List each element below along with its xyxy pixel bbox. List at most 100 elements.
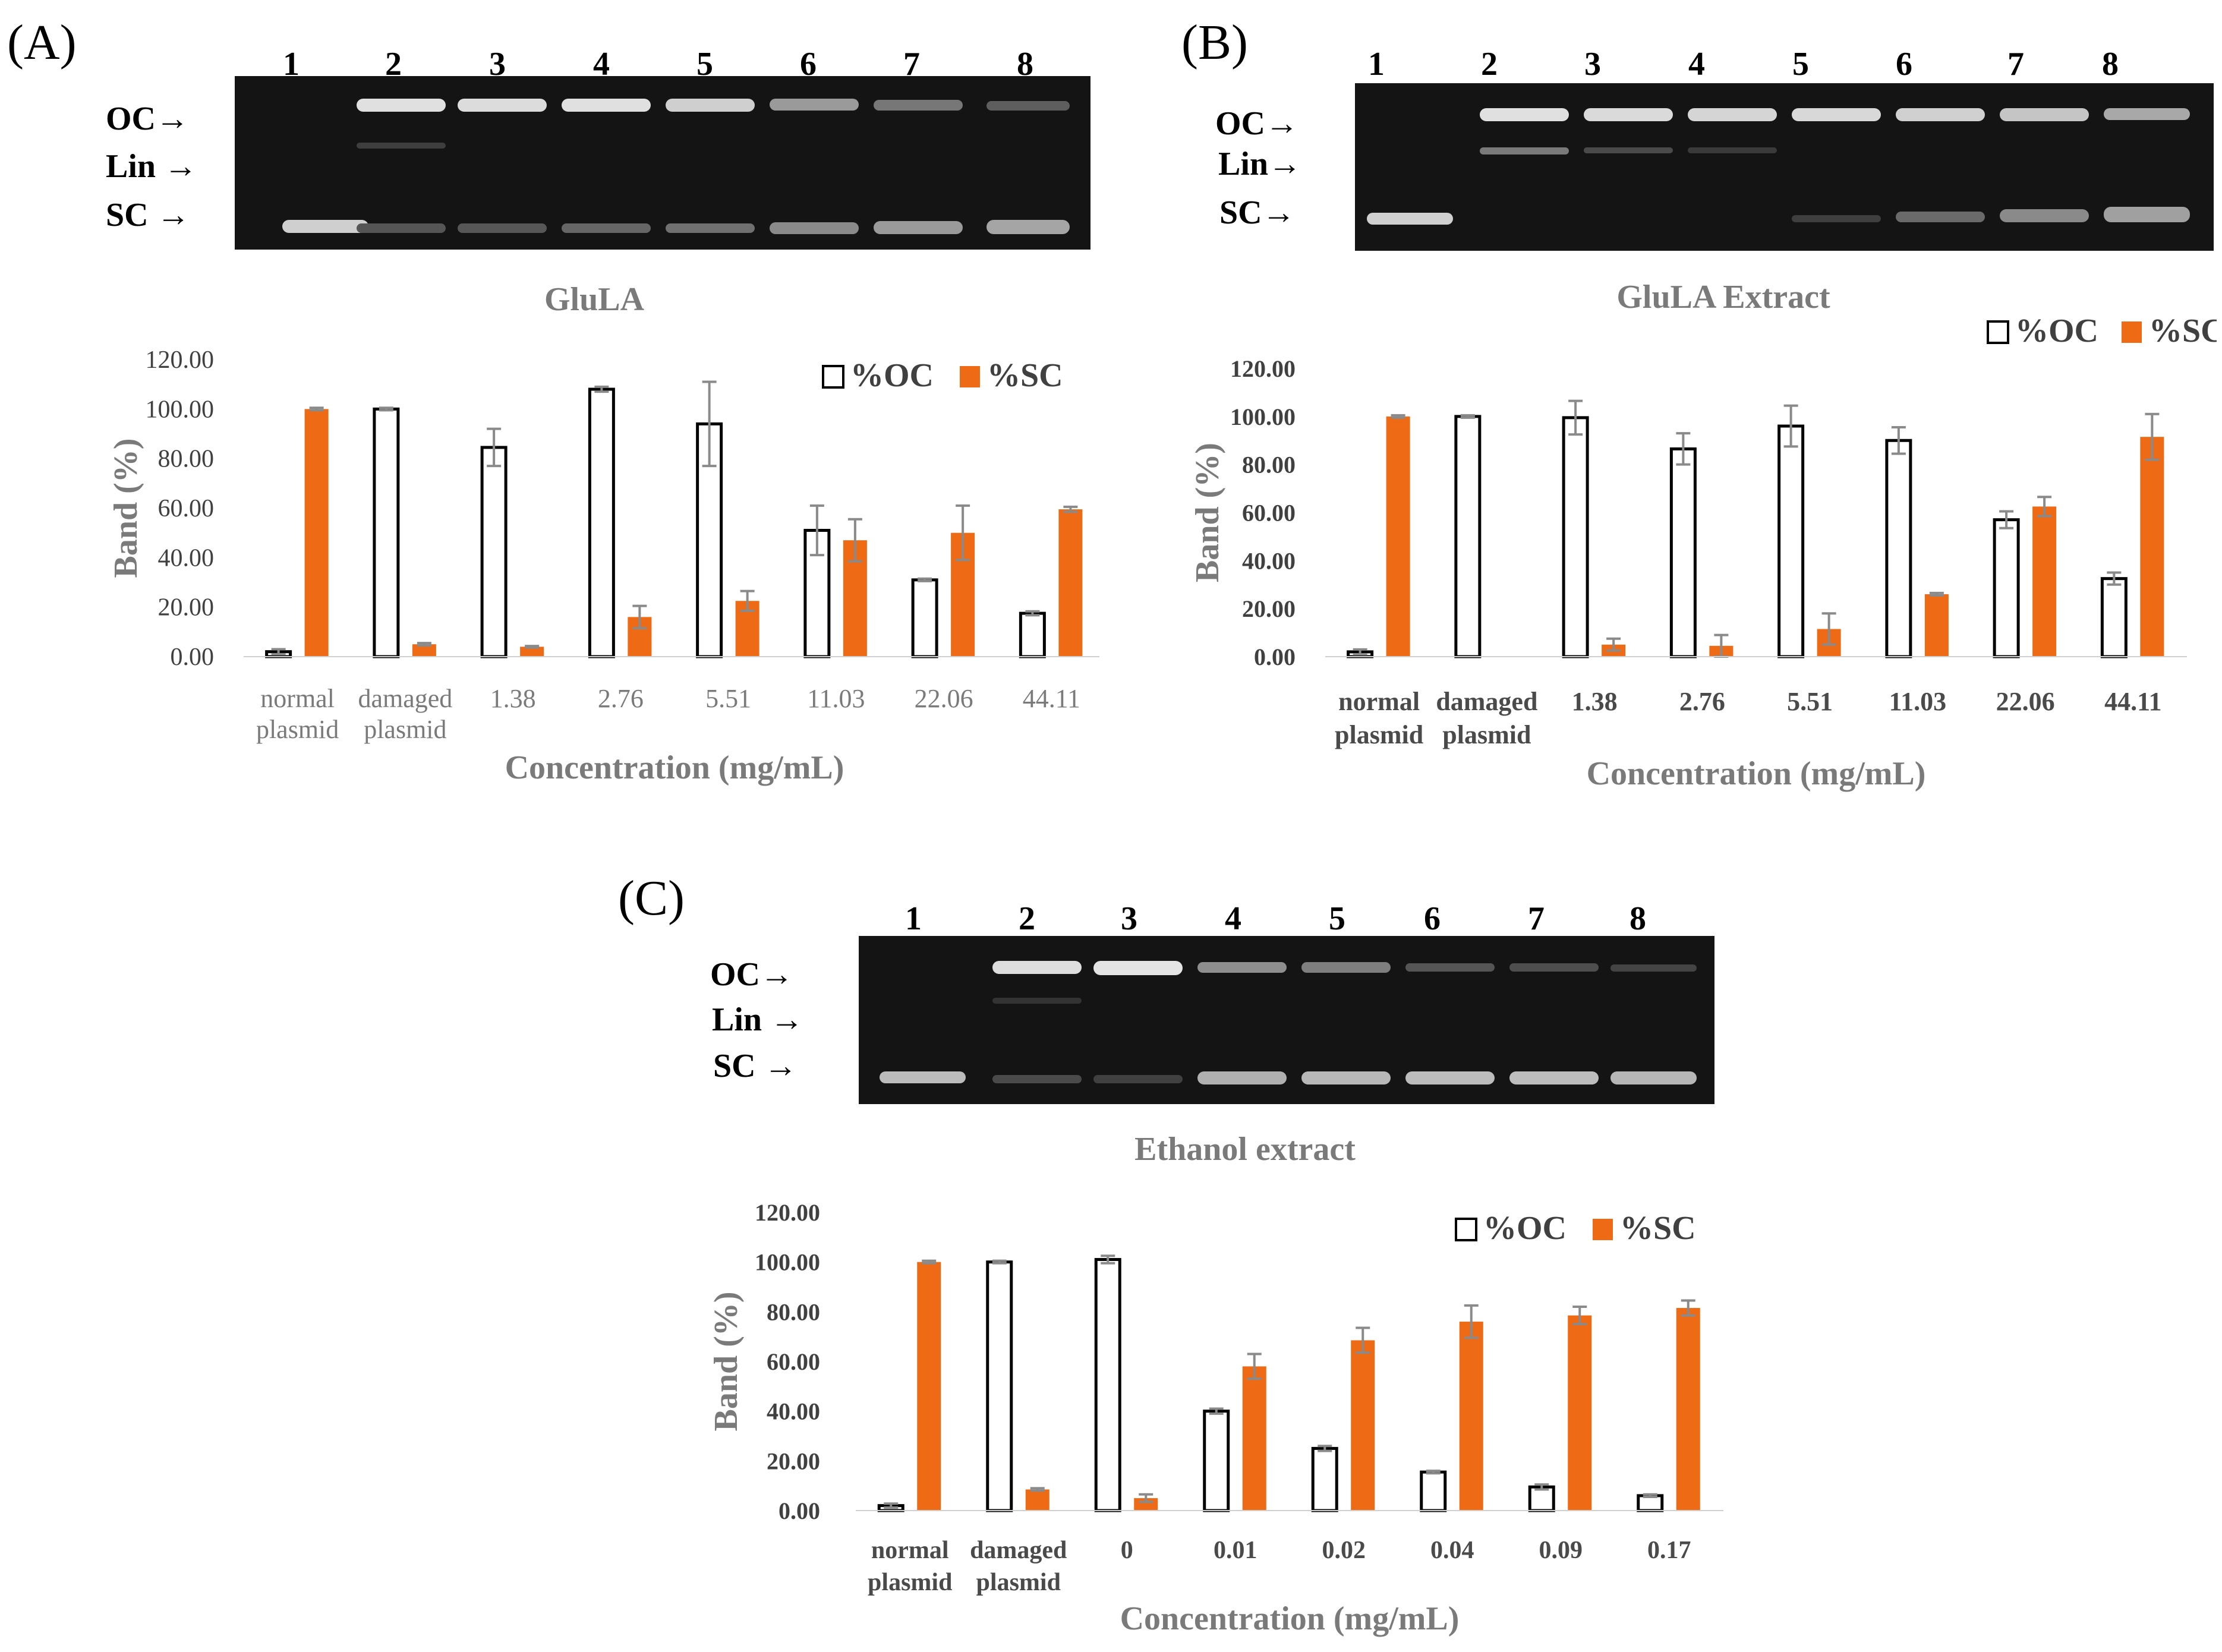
x-tick-line: 5.51 xyxy=(1787,687,1833,716)
error-bar xyxy=(1606,637,1621,652)
error-bar xyxy=(417,642,431,647)
error-bar xyxy=(1391,414,1405,419)
error-bar xyxy=(1891,426,1906,455)
y-tick-label: 0.00 xyxy=(779,1497,820,1524)
y-tick-label: 100.00 xyxy=(755,1249,820,1276)
error-bar xyxy=(1568,399,1583,436)
error-bar xyxy=(525,645,540,649)
x-tick-label: 0.04 xyxy=(1430,1537,1474,1564)
x-tick-line: 2.76 xyxy=(598,684,644,713)
bar-sc xyxy=(1058,509,1083,657)
x-tick-line: damaged xyxy=(358,684,452,713)
error-bar xyxy=(1929,591,1944,597)
x-tick-label: 0.17 xyxy=(1647,1537,1691,1564)
error-bar xyxy=(1783,404,1798,448)
lane-number: 2 xyxy=(1481,46,1498,83)
lane-number: 8 xyxy=(2102,46,2119,83)
lane-number: 5 xyxy=(1792,46,1809,83)
gel-band xyxy=(1584,147,1673,153)
gel-band xyxy=(1197,962,1287,973)
x-tick-label: 2.76 xyxy=(1679,687,1725,716)
legend: %OC %SC xyxy=(822,357,1063,394)
y-tick-label: 80.00 xyxy=(158,446,215,473)
bar-oc xyxy=(1420,1470,1447,1512)
error-bar xyxy=(1464,1304,1479,1339)
x-tick-line: 11.03 xyxy=(1889,687,1947,716)
x-tick-label: 2.76 xyxy=(598,684,644,713)
y-tick-label: 80.00 xyxy=(767,1298,820,1325)
bar-oc xyxy=(1993,518,2020,658)
error-bar xyxy=(1247,1353,1262,1380)
x-tick-line: plasmid xyxy=(1442,720,1531,749)
x-tick-label: 0 xyxy=(1121,1537,1133,1564)
error-bar xyxy=(1643,1493,1657,1498)
error-bar xyxy=(487,427,502,468)
error-bar xyxy=(847,518,862,563)
gel-image-a xyxy=(235,76,1090,250)
bar-oc xyxy=(1019,611,1046,658)
x-tick-line: plasmid xyxy=(364,715,446,744)
legend-label-sc: %SC xyxy=(2149,313,2217,349)
error-bar xyxy=(884,1502,899,1509)
gel-band xyxy=(458,223,547,233)
gel-band xyxy=(2000,209,2089,222)
lane-number: 3 xyxy=(1584,46,1601,83)
lane-number: 1 xyxy=(905,900,922,937)
error-bar xyxy=(1101,1254,1115,1265)
gel-band xyxy=(1509,1071,1599,1084)
bar-oc xyxy=(1454,415,1482,658)
x-tick-label: normal plasmid xyxy=(1335,687,1423,749)
gel-band xyxy=(666,223,755,233)
bar-sc xyxy=(1568,1315,1592,1511)
band-label-sc: SC→ xyxy=(1219,194,1296,231)
legend-swatch-sc xyxy=(960,366,980,387)
gel-band xyxy=(770,222,859,234)
panel-label-c: (C) xyxy=(618,871,685,926)
x-tick-line: normal xyxy=(871,1537,949,1564)
legend-label-oc: %OC xyxy=(850,357,934,394)
error-bar xyxy=(379,406,393,412)
gel-band xyxy=(1480,108,1569,121)
x-tick-label: 0.09 xyxy=(1539,1537,1583,1564)
x-tick-line: damaged xyxy=(970,1537,1067,1564)
lane-number: 7 xyxy=(903,46,920,83)
x-tick-line: 1.38 xyxy=(1572,687,1618,716)
chart-ethanol-extract: Ethanol extract 0.00 20.00 40.00 60.00 80.00 1… xyxy=(708,1131,1723,1637)
gel-band xyxy=(992,998,1082,1004)
error-bar xyxy=(1676,432,1691,466)
legend-label-sc: %SC xyxy=(987,357,1063,394)
y-tick-label: 100.00 xyxy=(1230,403,1296,430)
band-label-oc: OC→ xyxy=(710,956,793,993)
bar-oc xyxy=(1311,1446,1338,1512)
gel-band xyxy=(1509,963,1599,972)
lane-number: 1 xyxy=(283,46,300,83)
gel-band xyxy=(1896,108,1985,121)
lane-number: 4 xyxy=(1225,900,1241,937)
x-tick-label: 5.51 xyxy=(1787,687,1833,716)
gel-band xyxy=(1197,1071,1287,1084)
gel-band xyxy=(986,220,1070,234)
x-tick-label: 11.03 xyxy=(1889,687,1947,716)
x-tick-line: 22.06 xyxy=(915,684,973,713)
gel-band xyxy=(282,220,368,233)
x-tick-line: plasmid xyxy=(256,715,339,744)
bar-sc xyxy=(1351,1340,1375,1511)
lane-number: 4 xyxy=(593,46,610,83)
x-tick-line: 0.04 xyxy=(1430,1537,1474,1564)
lane-number: 2 xyxy=(1019,900,1035,937)
lane-number: 4 xyxy=(1688,46,1705,83)
bar-oc xyxy=(373,407,400,658)
bar-oc xyxy=(1562,416,1589,658)
gel-band xyxy=(1896,212,1985,222)
bar-oc xyxy=(588,387,615,658)
legend-swatch-oc xyxy=(822,365,844,389)
gel-band xyxy=(1688,147,1777,153)
gel-band xyxy=(458,99,547,112)
y-tick-label: 0.00 xyxy=(1254,644,1296,670)
bar-oc xyxy=(1094,1257,1121,1512)
gel-band xyxy=(562,99,651,112)
x-tick-line: plasmid xyxy=(1335,720,1423,749)
gel-band xyxy=(1584,108,1673,121)
bar-oc xyxy=(480,446,508,658)
error-bar xyxy=(271,648,286,655)
